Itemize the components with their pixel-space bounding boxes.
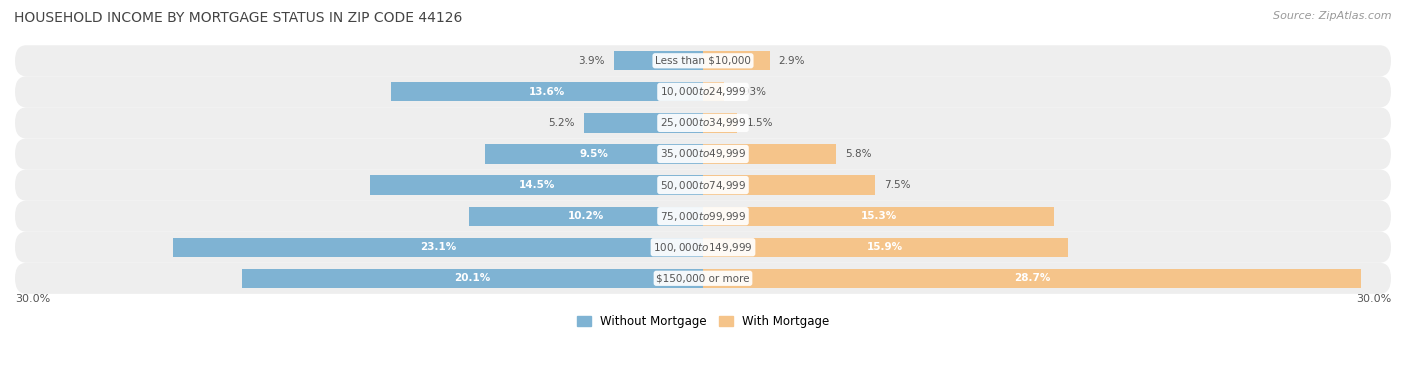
Text: 2.9%: 2.9% [779, 56, 806, 66]
Bar [391, 82, 703, 101]
FancyBboxPatch shape [15, 170, 1391, 201]
Text: 30.0%: 30.0% [15, 294, 51, 304]
FancyBboxPatch shape [15, 232, 1391, 263]
FancyBboxPatch shape [15, 107, 1391, 138]
Text: 0.93%: 0.93% [734, 87, 766, 97]
Text: $35,000 to $49,999: $35,000 to $49,999 [659, 147, 747, 161]
Text: 30.0%: 30.0% [1355, 294, 1391, 304]
Bar [703, 82, 724, 101]
Text: 3.9%: 3.9% [578, 56, 605, 66]
Bar [703, 206, 1054, 226]
Text: 13.6%: 13.6% [529, 87, 565, 97]
Bar [703, 238, 1067, 257]
Text: 1.5%: 1.5% [747, 118, 773, 128]
Bar [583, 113, 703, 133]
Text: $25,000 to $34,999: $25,000 to $34,999 [659, 116, 747, 129]
Text: $10,000 to $24,999: $10,000 to $24,999 [659, 85, 747, 98]
FancyBboxPatch shape [15, 76, 1391, 107]
Bar [242, 269, 703, 288]
Text: 15.3%: 15.3% [860, 211, 897, 221]
Bar [703, 269, 1361, 288]
Text: 7.5%: 7.5% [884, 180, 911, 190]
Bar [703, 51, 769, 70]
Legend: Without Mortgage, With Mortgage: Without Mortgage, With Mortgage [572, 310, 834, 333]
Text: $150,000 or more: $150,000 or more [657, 273, 749, 283]
FancyBboxPatch shape [15, 263, 1391, 294]
Bar [485, 144, 703, 164]
Text: 9.5%: 9.5% [579, 149, 609, 159]
Bar [173, 238, 703, 257]
FancyBboxPatch shape [15, 45, 1391, 76]
Text: $75,000 to $99,999: $75,000 to $99,999 [659, 210, 747, 223]
Text: 14.5%: 14.5% [519, 180, 555, 190]
Text: 5.8%: 5.8% [845, 149, 872, 159]
Text: Less than $10,000: Less than $10,000 [655, 56, 751, 66]
Text: 28.7%: 28.7% [1014, 273, 1050, 283]
Bar [703, 175, 875, 195]
Bar [470, 206, 703, 226]
Text: 5.2%: 5.2% [548, 118, 575, 128]
FancyBboxPatch shape [15, 138, 1391, 170]
Text: 15.9%: 15.9% [868, 242, 904, 252]
Text: 23.1%: 23.1% [420, 242, 456, 252]
Bar [703, 113, 737, 133]
Text: HOUSEHOLD INCOME BY MORTGAGE STATUS IN ZIP CODE 44126: HOUSEHOLD INCOME BY MORTGAGE STATUS IN Z… [14, 11, 463, 25]
FancyBboxPatch shape [15, 201, 1391, 232]
Text: 10.2%: 10.2% [568, 211, 605, 221]
Text: Source: ZipAtlas.com: Source: ZipAtlas.com [1274, 11, 1392, 21]
Bar [613, 51, 703, 70]
Text: $50,000 to $74,999: $50,000 to $74,999 [659, 178, 747, 192]
Text: 20.1%: 20.1% [454, 273, 491, 283]
Bar [370, 175, 703, 195]
Text: $100,000 to $149,999: $100,000 to $149,999 [654, 241, 752, 254]
Bar [703, 144, 837, 164]
